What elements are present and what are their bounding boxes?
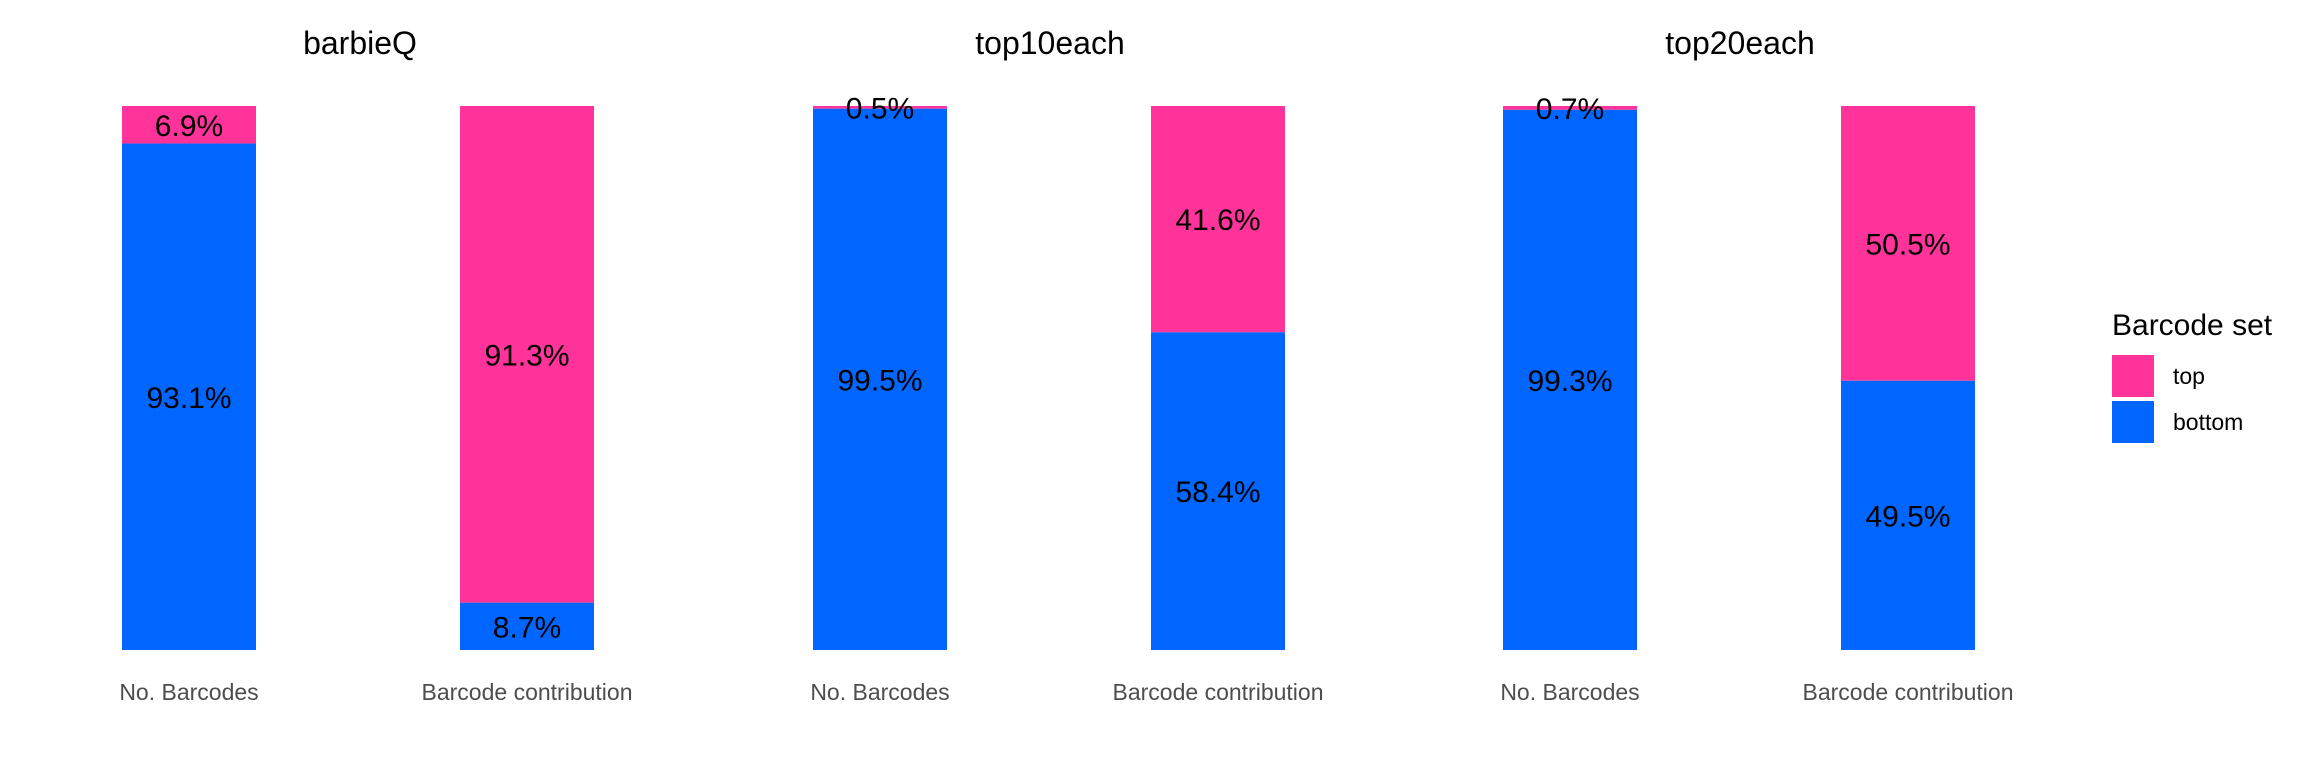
bar-segment-bottom [1841, 380, 1975, 650]
bar-segment-bottom [460, 602, 594, 650]
bar-segment-top [460, 106, 594, 603]
data-label-bottom: 8.7% [493, 611, 561, 644]
data-label-bottom: 99.3% [1527, 365, 1612, 398]
x-tick-label: No. Barcodes [810, 679, 949, 705]
bar-segment-top [1841, 106, 1975, 381]
data-label-bottom: 99.5% [837, 364, 922, 397]
panel-top20each: top20each 0.7% 99.3% No. Barcodes 50.5% 49.5%… [1500, 25, 2013, 705]
x-tick-label: No. Barcodes [1500, 679, 1639, 705]
data-label-bottom: 58.4% [1175, 476, 1260, 509]
panel-barbieQ: barbieQ 6.9% 93.1% No. Barcodes 91.3% 8.7% Bar… [119, 25, 632, 705]
legend-label-top: top [2173, 363, 2205, 389]
data-label-top: 50.5% [1865, 228, 1950, 261]
panel-top10each: top10each 0.5% 99.5% No. Barcodes 41.6% 58.4%… [810, 25, 1323, 705]
panel-title: top10each [975, 25, 1124, 61]
panel-title: barbieQ [303, 25, 417, 61]
bar-segment-top [813, 106, 947, 109]
legend-key-top [2112, 355, 2154, 397]
x-tick-label: Barcode contribution [422, 679, 633, 705]
x-tick-label: No. Barcodes [119, 679, 258, 705]
chart-panels: barbieQ 6.9% 93.1% No. Barcodes 91.3% 8.7% Bar… [119, 25, 2013, 705]
bar-segment-bottom [1503, 109, 1637, 651]
bar-segment-bottom [1151, 332, 1285, 650]
data-label-top: 0.5% [846, 92, 914, 125]
panel-title: top20each [1665, 25, 1814, 61]
bar-segment-top [122, 106, 256, 144]
bar-segment-bottom [813, 108, 947, 651]
data-label-top: 6.9% [155, 110, 223, 143]
data-label-top: 91.3% [484, 339, 569, 372]
x-tick-label: Barcode contribution [1803, 679, 2014, 705]
x-tick-label: Barcode contribution [1113, 679, 1324, 705]
legend-label-bottom: bottom [2173, 409, 2243, 435]
data-label-bottom: 49.5% [1865, 500, 1950, 533]
bar-segment-bottom [122, 143, 256, 650]
data-label-top: 41.6% [1175, 204, 1260, 237]
legend-title: Barcode set [2112, 309, 2273, 342]
bar-segment-top [1503, 106, 1637, 110]
data-label-bottom: 93.1% [146, 382, 231, 415]
bar-segment-top [1151, 106, 1285, 333]
data-label-top: 0.7% [1536, 93, 1604, 126]
legend-key-bottom [2112, 401, 2154, 443]
legend: Barcode set top bottom [2112, 309, 2273, 443]
